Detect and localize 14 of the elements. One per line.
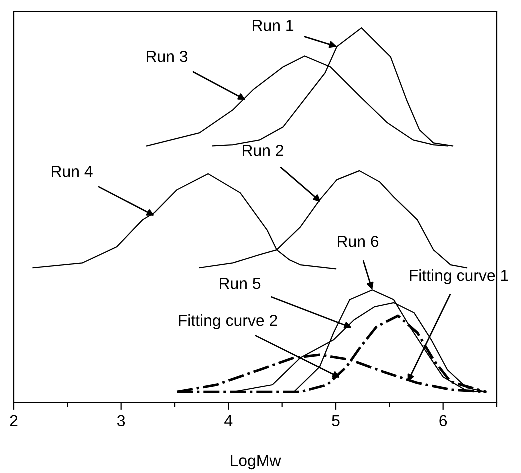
annotation: Fitting curve 1 <box>410 270 508 284</box>
annotation: Fitting curve 2 <box>179 314 278 330</box>
annotation: Run 3 <box>147 50 188 62</box>
x-tick-label: 6 <box>440 415 448 427</box>
x-tick-label: 5 <box>332 415 340 427</box>
x-axis-title: LogMw <box>231 455 282 470</box>
annotation: Run 1 <box>253 20 294 32</box>
x-tick-label: 2 <box>10 415 18 426</box>
annotation: Run 2 <box>243 144 284 156</box>
annotation: Run 4 <box>52 166 93 178</box>
x-tick-label: 4 <box>224 415 233 426</box>
x-tick-label: 3 <box>118 415 126 427</box>
annotation: Run 5 <box>220 278 261 290</box>
annotation: Run 6 <box>338 236 379 248</box>
